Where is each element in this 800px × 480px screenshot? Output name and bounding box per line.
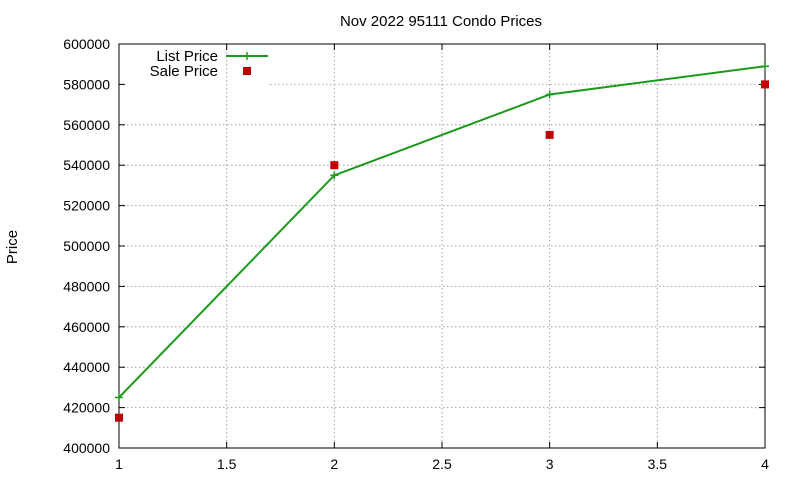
data-point-list-price bbox=[545, 90, 554, 99]
y-tick-label: 560000 bbox=[63, 117, 110, 133]
x-tick-label: 2 bbox=[330, 456, 338, 472]
y-tick-label: 400000 bbox=[63, 440, 110, 456]
data-point-sale-price bbox=[545, 130, 554, 139]
data-point-list-price bbox=[115, 393, 123, 402]
x-tick-label: 3.5 bbox=[648, 456, 668, 472]
data-point-list-price bbox=[330, 171, 339, 180]
x-tick-label: 2.5 bbox=[432, 456, 452, 472]
data-point-sale-price bbox=[761, 80, 769, 89]
y-tick-label: 460000 bbox=[63, 319, 110, 335]
y-tick-label: 580000 bbox=[63, 76, 110, 92]
legend-marker-list-price bbox=[243, 52, 251, 60]
y-tick-label: 440000 bbox=[63, 359, 110, 375]
y-tick-label: 600000 bbox=[63, 36, 110, 52]
x-tick-label: 4 bbox=[761, 456, 769, 472]
legend-label: Sale Price bbox=[150, 63, 218, 80]
x-tick-label: 3 bbox=[546, 456, 554, 472]
x-tick-label: 1 bbox=[115, 456, 123, 472]
y-tick-label: 480000 bbox=[63, 278, 110, 294]
legend-marker-sale-price bbox=[243, 67, 251, 75]
legend-label: List Price bbox=[156, 48, 218, 65]
y-tick-label: 420000 bbox=[63, 400, 110, 416]
y-tick-label: 520000 bbox=[63, 198, 110, 214]
x-tick-label: 1.5 bbox=[217, 456, 237, 472]
y-tick-label: 500000 bbox=[63, 238, 110, 254]
axis-ticks: 400000 420000 440000 460000 480000 500000 5200… bbox=[63, 36, 769, 472]
data-point-list-price bbox=[761, 62, 769, 71]
data-point-sale-price bbox=[115, 413, 123, 422]
y-axis-label: Price bbox=[4, 230, 21, 264]
series-line-list-price bbox=[118, 65, 766, 399]
grid-lines bbox=[119, 44, 765, 448]
series-layer bbox=[115, 62, 769, 422]
chart-title: Nov 2022 95111 Condo Prices bbox=[340, 13, 542, 30]
y-tick-label: 540000 bbox=[63, 157, 110, 173]
data-point-sale-price bbox=[330, 161, 339, 170]
